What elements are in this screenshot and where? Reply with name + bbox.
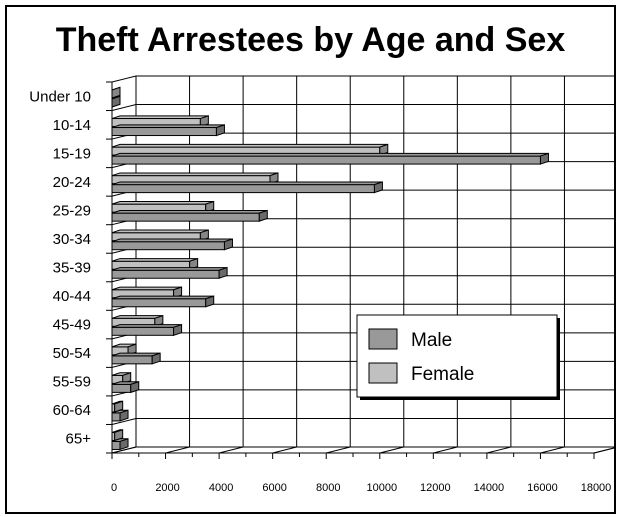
bar-male-front bbox=[111, 298, 207, 308]
bar-male-end bbox=[119, 409, 129, 422]
floor-gridline bbox=[540, 446, 565, 454]
y-tick-label: 50-54 bbox=[53, 345, 91, 362]
bar-male-end bbox=[130, 381, 140, 394]
x-tick-label: 18000 bbox=[581, 482, 612, 494]
bar-male-front bbox=[111, 355, 153, 365]
bar-male-end bbox=[215, 124, 225, 137]
floor-gridline bbox=[165, 446, 190, 454]
bar-male-front bbox=[111, 326, 175, 336]
bar-male-end bbox=[205, 295, 215, 308]
legend-label: Male bbox=[411, 330, 452, 351]
bar-female-end bbox=[205, 200, 215, 213]
bar-male-front bbox=[111, 241, 225, 251]
bar-female-end bbox=[189, 257, 199, 270]
y-tick-label: 40-44 bbox=[53, 288, 91, 305]
y-tick-label: 25-29 bbox=[53, 202, 91, 219]
bar-male-end bbox=[119, 438, 129, 451]
x-tick-label: 4000 bbox=[209, 482, 233, 494]
legend-swatch bbox=[368, 362, 398, 384]
bar-male-top bbox=[111, 181, 383, 186]
bar-male-end bbox=[258, 209, 268, 222]
floor-gridline bbox=[218, 446, 244, 454]
bar-female-top bbox=[111, 200, 214, 205]
bar-female-top bbox=[111, 172, 279, 177]
x-tick-label: 8000 bbox=[316, 482, 340, 494]
bar-female-end bbox=[269, 172, 279, 185]
bar-male-top bbox=[111, 267, 228, 271]
bar-female-end bbox=[173, 286, 183, 299]
chart-title: Theft Arrestees by Age and Sex bbox=[55, 21, 566, 59]
bar-male-end bbox=[539, 152, 549, 165]
bar-male-top bbox=[111, 238, 233, 243]
bar-male-end bbox=[373, 181, 383, 194]
bar-female-end bbox=[111, 86, 121, 99]
side-gridline bbox=[111, 446, 137, 454]
x-tick-label: 14000 bbox=[474, 482, 505, 494]
bar-male-top bbox=[111, 152, 549, 157]
floor-gridline bbox=[272, 446, 297, 454]
bar-male-top bbox=[111, 295, 214, 300]
bar-female-end bbox=[114, 400, 124, 413]
bar-female-end bbox=[199, 229, 209, 242]
bar-female-end bbox=[114, 429, 124, 442]
bar-female-top bbox=[111, 286, 182, 291]
y-tick-label: 55-59 bbox=[53, 374, 91, 391]
y-tick-label: 65+ bbox=[66, 431, 92, 448]
bar-female-end bbox=[122, 372, 132, 385]
bar-female-top bbox=[111, 229, 209, 234]
x-tick-label: 12000 bbox=[420, 482, 451, 494]
bar-female-end bbox=[199, 115, 209, 128]
x-tick-label: 16000 bbox=[527, 482, 558, 494]
floor-gridline bbox=[326, 446, 351, 454]
bar-male-end bbox=[223, 238, 233, 251]
y-tick-label: 60-64 bbox=[53, 402, 91, 419]
side-gridline bbox=[111, 75, 137, 83]
chart-plot: 0 2000 4000 6000 8000 10000 12000 14000 16000 180… bbox=[29, 75, 614, 494]
bar-female-top bbox=[111, 258, 198, 262]
bar-female-end bbox=[379, 143, 389, 156]
y-tick-label: 10-14 bbox=[53, 117, 91, 134]
bar-male-front bbox=[111, 269, 220, 279]
bar-male-end bbox=[151, 352, 161, 365]
bar-female-top bbox=[111, 143, 388, 148]
bar-male-top bbox=[111, 324, 182, 328]
y-tick-label: Under 10 bbox=[29, 88, 91, 105]
y-tick-label: 35-39 bbox=[53, 260, 91, 277]
bar-female-end bbox=[127, 343, 137, 356]
bar-male-front bbox=[111, 212, 260, 222]
x-tick-label: 0 bbox=[111, 482, 117, 494]
bar-male-end bbox=[218, 266, 228, 279]
side-gridline bbox=[111, 417, 137, 425]
floor-edge bbox=[593, 447, 614, 454]
legend-swatch bbox=[368, 328, 398, 350]
floor-gridline bbox=[486, 446, 512, 454]
floor-gridline bbox=[379, 446, 404, 454]
floor-gridline bbox=[433, 446, 458, 454]
chart-frame: Theft Arrestees by Age and Sex 0 2000 4000… bbox=[5, 5, 616, 514]
y-tick-label: 45-49 bbox=[53, 317, 91, 334]
bar-male-front bbox=[111, 127, 217, 137]
bar-male-front bbox=[111, 184, 375, 194]
bar-male-front bbox=[111, 440, 121, 450]
x-tick-label: 10000 bbox=[366, 482, 397, 494]
y-tick-label: 20-24 bbox=[53, 174, 91, 191]
bar-male-top bbox=[111, 124, 225, 129]
bar-male-end bbox=[173, 323, 183, 337]
bar-male-front bbox=[111, 383, 132, 393]
bar-male-front bbox=[111, 155, 541, 165]
y-tick-label: 15-19 bbox=[53, 145, 91, 162]
bar-female-top bbox=[111, 115, 209, 120]
x-tick-label: 6000 bbox=[262, 482, 286, 494]
x-tick-label: 2000 bbox=[155, 482, 179, 494]
bar-female-end bbox=[154, 314, 164, 328]
legend-label: Female bbox=[411, 364, 474, 385]
y-tick-label: 30-34 bbox=[53, 231, 91, 248]
bar-male-top bbox=[111, 209, 268, 214]
bar-male-front bbox=[111, 412, 121, 422]
side-gridline bbox=[111, 104, 137, 112]
bar-male-end bbox=[111, 95, 121, 108]
